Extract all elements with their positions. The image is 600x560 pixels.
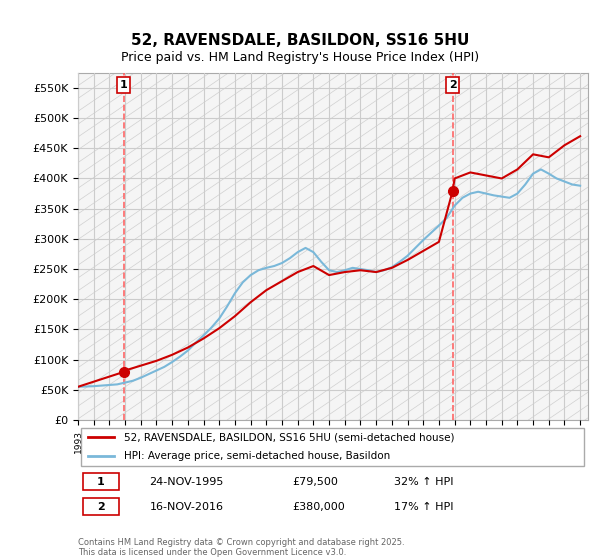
Text: 16-NOV-2016: 16-NOV-2016 xyxy=(149,502,223,512)
Text: Contains HM Land Registry data © Crown copyright and database right 2025.
This d: Contains HM Land Registry data © Crown c… xyxy=(78,538,404,557)
Text: 2: 2 xyxy=(97,502,105,512)
Text: 52, RAVENSDALE, BASILDON, SS16 5HU (semi-detached house): 52, RAVENSDALE, BASILDON, SS16 5HU (semi… xyxy=(124,432,454,442)
Text: 32% ↑ HPI: 32% ↑ HPI xyxy=(394,477,454,487)
Text: £380,000: £380,000 xyxy=(292,502,345,512)
Text: 24-NOV-1995: 24-NOV-1995 xyxy=(149,477,224,487)
FancyBboxPatch shape xyxy=(80,428,584,465)
Text: HPI: Average price, semi-detached house, Basildon: HPI: Average price, semi-detached house,… xyxy=(124,451,390,461)
Text: 17% ↑ HPI: 17% ↑ HPI xyxy=(394,502,454,512)
FancyBboxPatch shape xyxy=(83,473,119,491)
Text: 52, RAVENSDALE, BASILDON, SS16 5HU: 52, RAVENSDALE, BASILDON, SS16 5HU xyxy=(131,32,469,48)
Text: 1: 1 xyxy=(97,477,105,487)
Text: 2: 2 xyxy=(449,80,457,90)
Text: 1: 1 xyxy=(119,80,127,90)
FancyBboxPatch shape xyxy=(83,498,119,515)
Text: Price paid vs. HM Land Registry's House Price Index (HPI): Price paid vs. HM Land Registry's House … xyxy=(121,52,479,64)
Text: £79,500: £79,500 xyxy=(292,477,338,487)
